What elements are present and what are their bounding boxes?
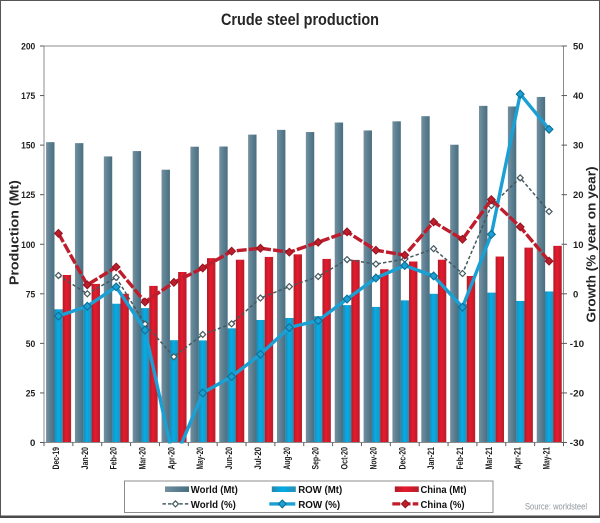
svg-text:Apr-21: Apr-21 [513,447,523,470]
svg-text:Growth (% year on year): Growth (% year on year) [584,167,599,323]
svg-text:50: 50 [26,339,36,350]
svg-text:Feb-20: Feb-20 [109,447,119,470]
svg-text:ROW (%): ROW (%) [298,500,340,511]
svg-text:10: 10 [573,240,584,251]
svg-text:75: 75 [26,289,36,300]
svg-text:May-20: May-20 [195,447,205,470]
svg-text:-20: -20 [570,388,584,399]
svg-text:0: 0 [573,289,578,300]
svg-text:China (%): China (%) [421,500,465,511]
svg-text:May-21: May-21 [542,447,552,470]
svg-text:50: 50 [573,42,584,53]
svg-text:Aug-20: Aug-20 [282,447,292,470]
svg-text:Mar-20: Mar-20 [138,447,148,470]
svg-text:Apr-20: Apr-20 [166,447,176,470]
svg-text:Dec-19: Dec-19 [51,447,61,470]
svg-text:ROW (Mt): ROW (Mt) [298,485,342,496]
svg-text:Source: worldsteel: Source: worldsteel [525,502,587,512]
svg-text:-30: -30 [570,438,584,449]
svg-text:Nov-20: Nov-20 [368,447,378,470]
svg-text:Jan-21: Jan-21 [426,447,436,470]
svg-text:150: 150 [21,141,35,152]
svg-text:Mar-21: Mar-21 [484,447,494,470]
svg-text:Jan-20: Jan-20 [80,447,90,470]
svg-text:0: 0 [30,438,35,449]
svg-text:Jun-20: Jun-20 [224,447,234,470]
svg-text:125: 125 [21,190,36,201]
svg-text:40: 40 [573,91,584,102]
svg-text:Oct-20: Oct-20 [340,447,350,470]
svg-text:World (%): World (%) [191,500,236,511]
svg-text:200: 200 [21,42,35,53]
svg-text:Crude steel production: Crude steel production [221,10,379,29]
svg-text:175: 175 [21,91,36,102]
svg-text:Dec-20: Dec-20 [397,447,407,470]
svg-text:100: 100 [21,240,35,251]
svg-text:-10: -10 [570,339,584,350]
svg-text:20: 20 [573,190,584,201]
svg-text:Jul-20: Jul-20 [253,447,263,470]
svg-text:China (Mt): China (Mt) [421,485,467,496]
svg-text:Feb-21: Feb-21 [455,447,465,470]
svg-text:25: 25 [26,388,36,399]
svg-text:Sep-20: Sep-20 [311,447,321,470]
svg-text:World (Mt): World (Mt) [191,485,238,496]
svg-text:30: 30 [573,141,584,152]
svg-text:Production (Mt): Production (Mt) [7,180,22,285]
